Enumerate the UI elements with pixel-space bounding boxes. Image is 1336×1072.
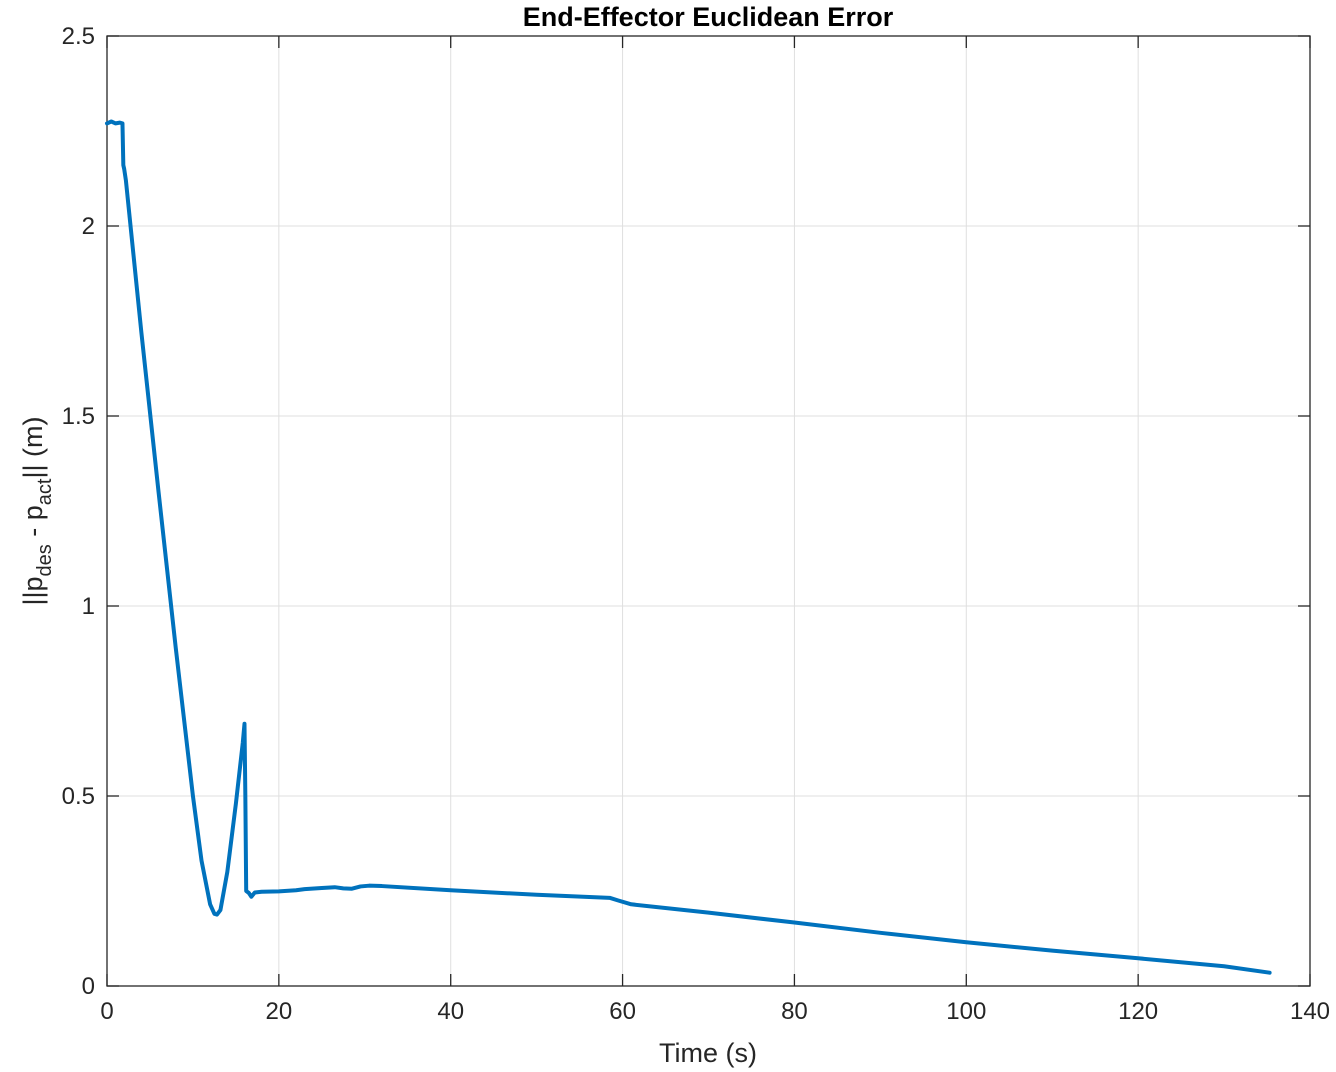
x-tick-label: 0: [100, 998, 113, 1025]
y-tick-label: 2.5: [62, 23, 95, 50]
y-axis-label: ||pdes - pact|| (m): [18, 416, 56, 605]
series-layer: [105, 119, 1272, 975]
y-label-prefix: ||p: [18, 576, 48, 605]
y-tick-label: 2: [82, 213, 95, 240]
y-tick-labels: 0 0.5 1 1.5 2 2.5: [62, 23, 95, 1000]
x-tick-label: 100: [946, 998, 986, 1025]
plot-box: [106, 35, 1311, 987]
x-tick-label: 60: [609, 998, 636, 1025]
plot-background: [107, 36, 1310, 986]
grid-lines: [107, 36, 1310, 986]
chart-title: End-Effector Euclidean Error: [523, 2, 894, 32]
x-tick-label: 40: [437, 998, 464, 1025]
x-tick-label: 20: [266, 998, 293, 1025]
x-tick-labels: 0 20 40 60 80 100 120 140: [100, 998, 1330, 1025]
y-label-suffix: || (m): [18, 416, 48, 478]
x-tick-label: 120: [1118, 998, 1158, 1025]
y-tick-label: 1.5: [62, 403, 95, 430]
x-tick-label: 80: [781, 998, 808, 1025]
y-label-sub-act: act: [34, 478, 56, 505]
y-tick-label: 0: [82, 973, 95, 1000]
x-tick-label: 140: [1290, 998, 1330, 1025]
y-tick-label: 1: [82, 593, 95, 620]
y-tick-label: 0.5: [62, 783, 95, 810]
y-label-middle: - p: [18, 505, 48, 544]
x-axis-label: Time (s): [659, 1038, 757, 1068]
y-label-sub-des: des: [34, 544, 56, 576]
series-line: [105, 119, 1272, 975]
